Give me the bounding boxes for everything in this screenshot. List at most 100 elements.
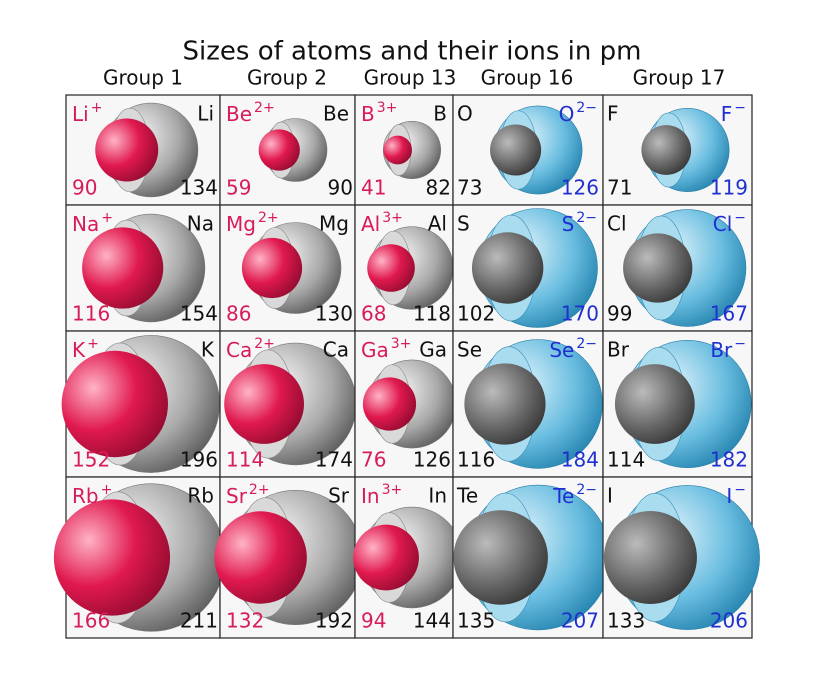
atom-label: Na — [187, 212, 214, 236]
ion-radius: 207 — [561, 609, 599, 633]
atom-radius: 99 — [607, 302, 632, 326]
ion-symbol: In — [361, 484, 380, 508]
inner-sphere — [53, 499, 171, 616]
ion-symbol: K — [72, 338, 86, 362]
atom-label: Mg — [319, 212, 349, 236]
ion-charge: 3+ — [382, 482, 403, 498]
inner-sphere — [623, 233, 693, 303]
atom-radius: 126 — [413, 448, 451, 472]
atom-radius: 71 — [607, 176, 632, 200]
atom-label: Te — [456, 484, 478, 508]
ion-label: S 2− — [562, 210, 597, 236]
atom-radius: 135 — [457, 609, 495, 633]
ion-radius: 86 — [226, 302, 251, 326]
ion-charge: 2+ — [254, 100, 275, 116]
ion-charge: 2− — [576, 336, 597, 352]
atom-label: I — [607, 484, 613, 508]
atom-radius: 102 — [457, 302, 495, 326]
inner-sphere — [490, 124, 542, 176]
atom-label: Ga — [419, 338, 447, 362]
ion-charge: 2+ — [258, 210, 279, 226]
ion-symbol: Rb — [72, 484, 99, 508]
ion-label: Te 2− — [552, 482, 597, 508]
inner-sphere — [353, 524, 419, 591]
atom-label: Rb — [187, 484, 214, 508]
atom-label: Se — [457, 338, 482, 362]
ion-charge: 3+ — [382, 210, 403, 226]
ion-symbol: Na — [72, 212, 99, 236]
atom-radius: 174 — [315, 448, 353, 472]
atom-radius: 211 — [180, 609, 218, 633]
atom-label: Al — [428, 212, 447, 236]
inner-sphere — [453, 510, 548, 605]
ion-label: Sr 2+ — [226, 482, 270, 508]
atom-label: Li — [197, 102, 214, 126]
ion-symbol: I — [726, 484, 732, 508]
ion-symbol: Mg — [226, 212, 256, 236]
ion-charge: 3+ — [391, 336, 412, 352]
ion-symbol: Be — [226, 102, 252, 126]
atom-label: B — [433, 102, 447, 126]
ion-radius: 170 — [561, 302, 599, 326]
inner-sphere — [95, 118, 159, 182]
atom-radius: 116 — [457, 448, 495, 472]
atom-label: S — [457, 212, 470, 236]
ion-charge: + — [87, 336, 99, 352]
atom-label: Sr — [328, 484, 350, 508]
ion-label: Cl − — [713, 210, 746, 236]
ion-label: Ga 3+ — [361, 336, 411, 362]
ion-radius: 59 — [226, 176, 251, 200]
inner-sphere — [82, 227, 164, 309]
atom-radius: 154 — [180, 302, 218, 326]
ion-radius: 119 — [710, 176, 748, 200]
ion-label: In 3+ — [361, 482, 402, 508]
ion-label: Be 2+ — [226, 100, 275, 126]
atom-label: Cl — [607, 212, 627, 236]
atom-label: F — [607, 102, 619, 126]
ion-symbol: Ca — [226, 338, 252, 362]
inner-sphere — [464, 363, 546, 445]
ion-label: Se 2− — [549, 336, 597, 362]
atom-label: K — [201, 338, 215, 362]
inner-sphere — [614, 364, 695, 444]
atom-label: In — [428, 484, 447, 508]
inner-sphere — [383, 135, 412, 165]
ion-symbol: S — [562, 212, 575, 236]
ion-radius: 114 — [226, 448, 264, 472]
group-header: Group 1 — [103, 66, 183, 90]
ion-radius: 94 — [361, 609, 386, 633]
inner-sphere — [61, 350, 169, 458]
ion-charge: + — [101, 210, 113, 226]
ion-charge: 2− — [576, 210, 597, 226]
group-header: Group 17 — [633, 66, 726, 90]
ion-radius: 184 — [561, 448, 599, 472]
atom-radius: 130 — [315, 302, 353, 326]
atom-radius: 114 — [607, 448, 645, 472]
group-header: Group 13 — [364, 66, 457, 90]
ion-symbol: Br — [710, 338, 733, 362]
ion-label: Na + — [72, 210, 113, 236]
ion-charge: 2− — [576, 482, 597, 498]
title: Sizes of atoms and their ions in pm — [183, 37, 642, 67]
ion-charge: − — [734, 210, 746, 226]
ion-charge: 2+ — [254, 336, 275, 352]
ion-label: O 2− — [559, 100, 597, 126]
inner-sphere — [224, 364, 305, 444]
atom-label: Ca — [323, 338, 349, 362]
ion-symbol: Se — [549, 338, 574, 362]
atom-radius: 196 — [180, 448, 218, 472]
ion-label: Al 3+ — [361, 210, 403, 236]
ion-radius: 90 — [72, 176, 97, 200]
ion-symbol: Li — [72, 102, 89, 126]
ion-label: Ca 2+ — [226, 336, 275, 362]
ion-label: Br − — [710, 336, 746, 362]
